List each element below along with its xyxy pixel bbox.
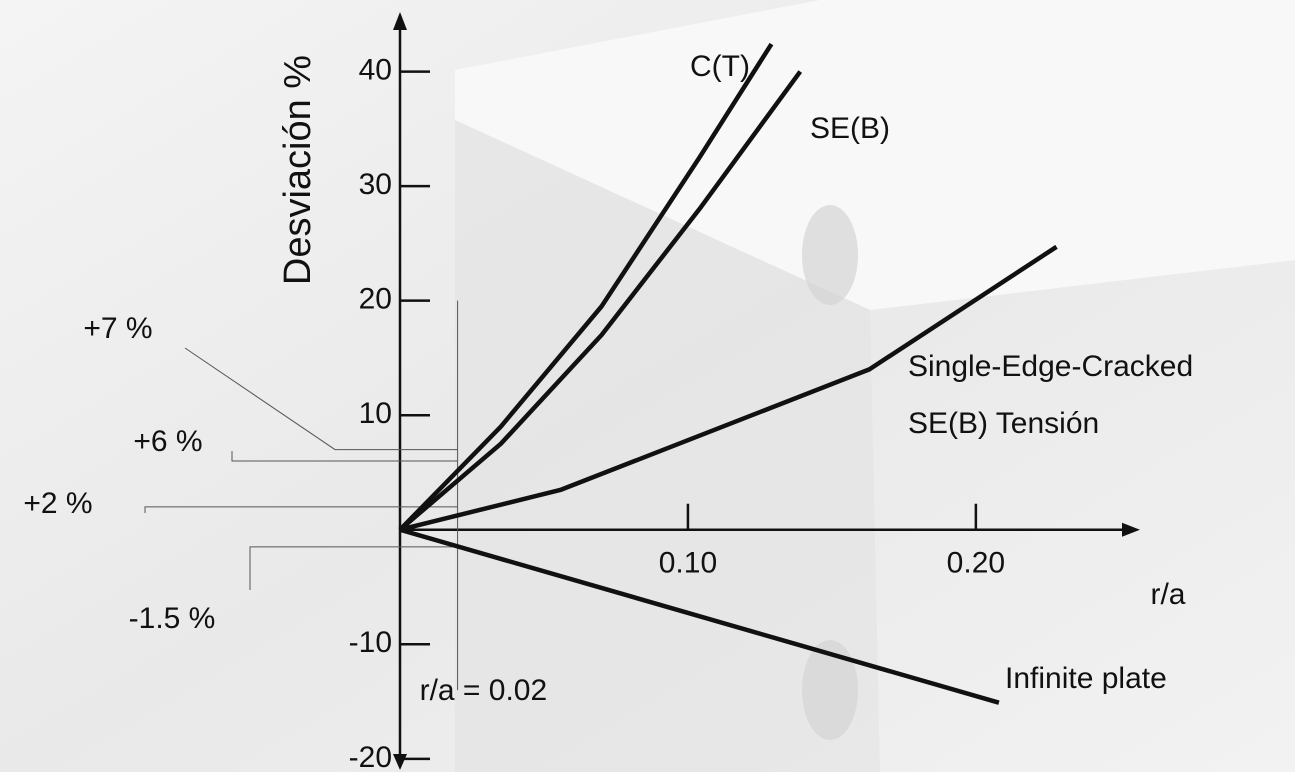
annotation-label: -1.5 % <box>129 602 216 635</box>
series-label: C(T) <box>690 50 750 83</box>
leader-line <box>184 347 458 451</box>
y-axis-label: Desviación % <box>277 55 319 285</box>
series-line <box>398 70 803 532</box>
leader-line <box>144 506 458 513</box>
series-label: Single-Edge-Cracked SE(B) Tensión <box>908 350 1193 440</box>
series-label-line: SE(B) Tensión <box>908 407 1099 440</box>
y-tick-label: 30 <box>359 168 392 201</box>
reference-label: r/a = 0.02 <box>420 674 548 707</box>
leader-line <box>249 546 458 590</box>
series-line <box>399 527 1000 705</box>
series-line <box>399 244 1058 532</box>
background-shape <box>455 0 1295 310</box>
annotation-label: +6 % <box>133 425 202 458</box>
series-line <box>398 42 774 532</box>
annotation-label: +7 % <box>83 312 152 345</box>
series-label-line: Single-Edge-Cracked <box>908 350 1193 383</box>
y-tick-label: -20 <box>349 741 392 772</box>
background-shape <box>802 205 858 305</box>
x-axis-label: r/a <box>1150 578 1185 611</box>
y-tick-label: 40 <box>359 53 392 86</box>
y-tick-label: -10 <box>349 626 392 659</box>
x-tick-label: 0.20 <box>947 547 1005 580</box>
y-axis-arrow <box>393 12 407 30</box>
annotation-label: +2 % <box>23 487 92 520</box>
x-tick-label: 0.10 <box>659 547 717 580</box>
series-label: SE(B) <box>810 112 890 145</box>
leader-line <box>231 451 458 462</box>
background-shape <box>802 640 858 740</box>
x-axis-arrow <box>1122 522 1140 537</box>
y-tick-label: 20 <box>359 283 392 316</box>
y-tick-label: 10 <box>359 397 392 430</box>
series-label: Infinite plate <box>1005 662 1167 695</box>
